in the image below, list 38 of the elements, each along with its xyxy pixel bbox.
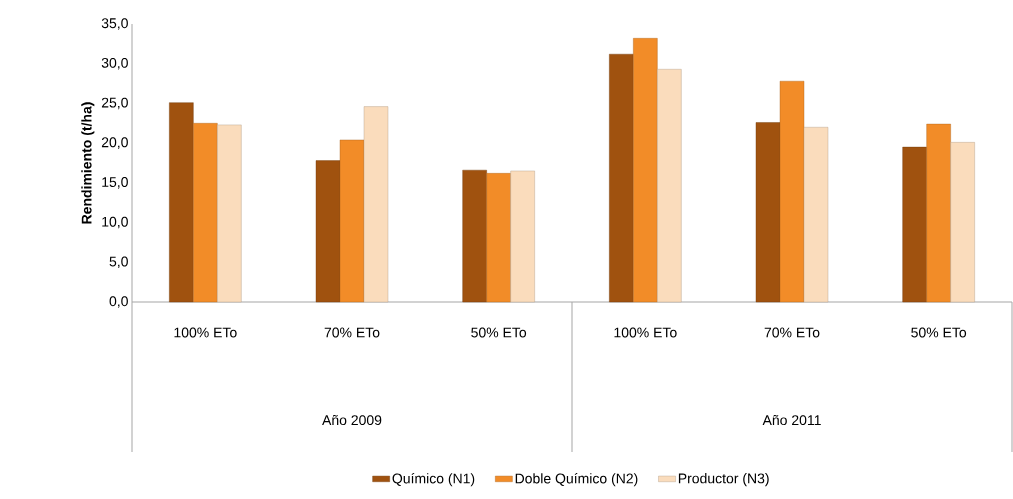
bar — [902, 146, 927, 303]
y-tick-label: 5,0 — [109, 256, 128, 269]
x-tick-label: 70% ETo — [764, 327, 820, 338]
y-tick-label: 25,0 — [101, 97, 128, 110]
legend-label: Químico (N1) — [392, 472, 475, 487]
bar — [462, 169, 487, 303]
x-tick-label: 70% ETo — [324, 327, 380, 338]
bar — [217, 124, 242, 303]
x-tick-label: 50% ETo — [911, 327, 967, 338]
text: Año 2009 — [322, 414, 382, 426]
bar — [609, 53, 634, 303]
bar — [779, 80, 805, 303]
text: Año 2011 — [762, 414, 821, 426]
bar — [315, 160, 341, 303]
bar — [363, 106, 389, 303]
y-tick-label: 35,0 — [101, 18, 128, 30]
bar — [193, 123, 218, 303]
x-tick-label: 100% ETo — [174, 327, 237, 338]
x-tick-label: 50% ETo — [471, 327, 527, 338]
bar — [657, 69, 682, 303]
x-tick-label: 100% ETo — [614, 327, 677, 338]
y-tick-label: 10,0 — [102, 216, 128, 229]
bar — [803, 127, 829, 303]
bar — [339, 139, 365, 303]
y-tick-label: 20,0 — [101, 137, 128, 149]
y-tick-label: 15,0 — [102, 177, 128, 189]
y-axis-title: Rendimiento (t/ha) — [81, 102, 95, 224]
y-tick-label: 0,0 — [109, 296, 128, 308]
bar — [510, 170, 535, 303]
legend-label: Productor (N3) — [678, 473, 769, 487]
bar — [633, 38, 658, 303]
bar — [755, 122, 781, 303]
y-tick-label: 30,0 — [101, 57, 128, 70]
legend-label: Doble Químico (N2) — [515, 472, 638, 487]
bar — [926, 123, 951, 303]
bar — [169, 102, 194, 303]
bar — [950, 142, 975, 303]
bar — [486, 173, 511, 303]
